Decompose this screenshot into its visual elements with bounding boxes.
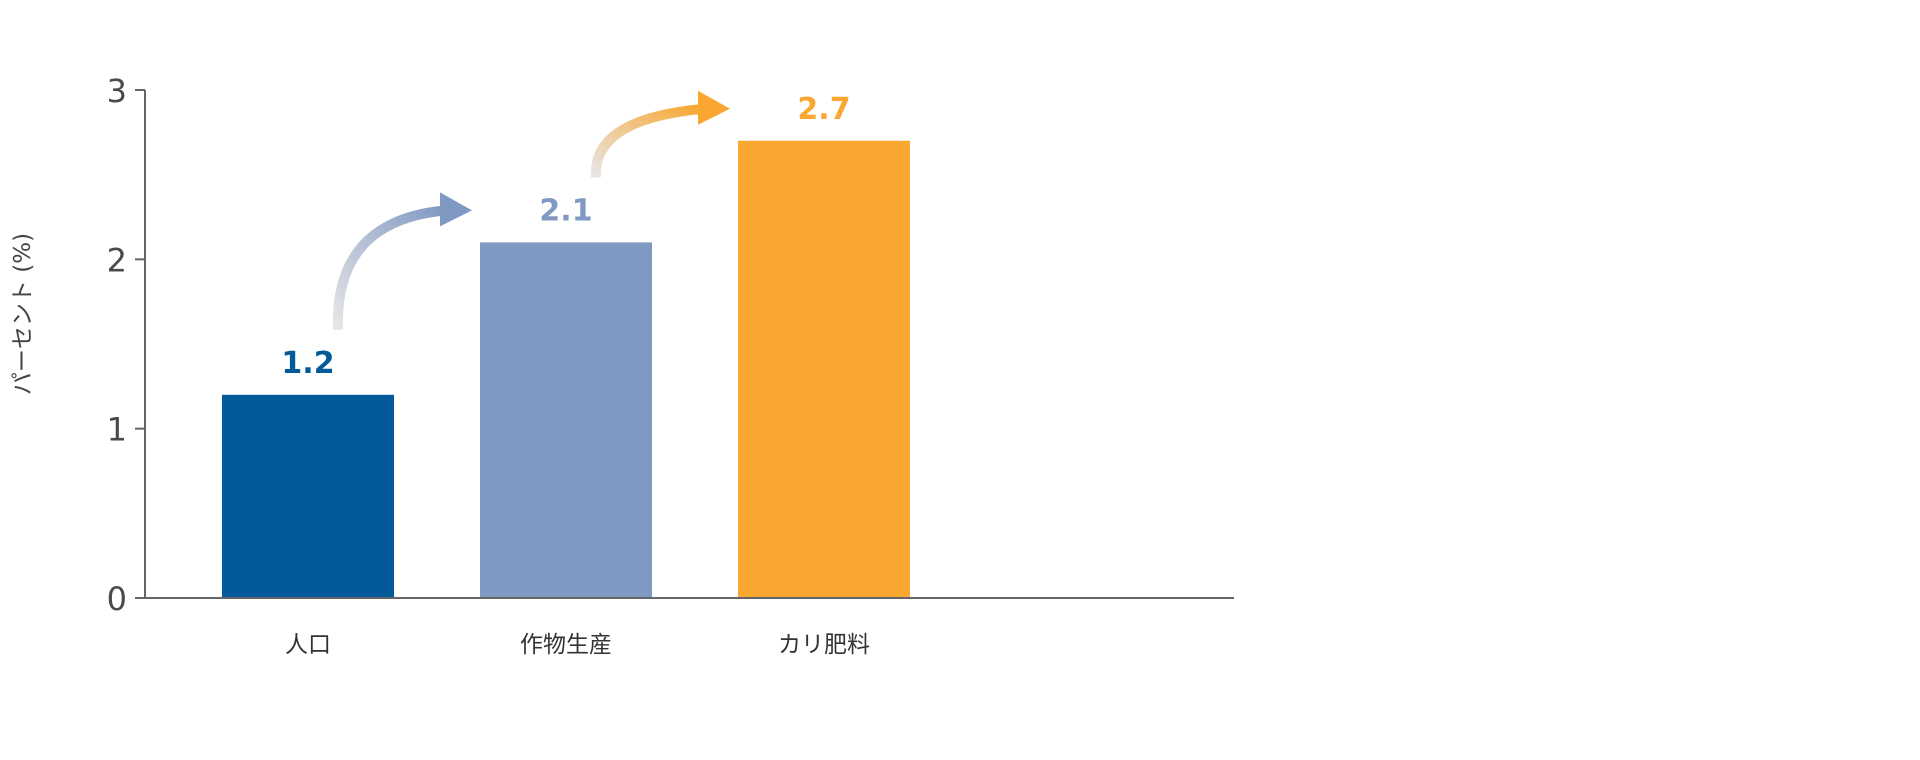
- y-tick-label: 3: [107, 72, 127, 110]
- y-axis-title: パーセント (%): [10, 233, 36, 395]
- arrow-head-icon: [440, 192, 472, 227]
- trend-arrow: [332, 205, 447, 330]
- y-tick-label: 0: [107, 580, 127, 618]
- value-label: 1.2: [281, 346, 334, 381]
- category-label: 人口: [285, 632, 331, 658]
- trend-arrow: [590, 103, 705, 178]
- bar: [480, 242, 652, 598]
- value-label: 2.1: [539, 193, 592, 228]
- y-tick-label: 1: [107, 411, 127, 449]
- y-tick-label: 2: [107, 241, 127, 279]
- arrow-head-icon: [698, 90, 730, 125]
- value-label: 2.7: [797, 92, 850, 127]
- bar: [738, 140, 910, 599]
- bar: [222, 394, 394, 598]
- category-label: カリ肥料: [778, 632, 870, 658]
- category-label: 作物生産: [520, 632, 612, 658]
